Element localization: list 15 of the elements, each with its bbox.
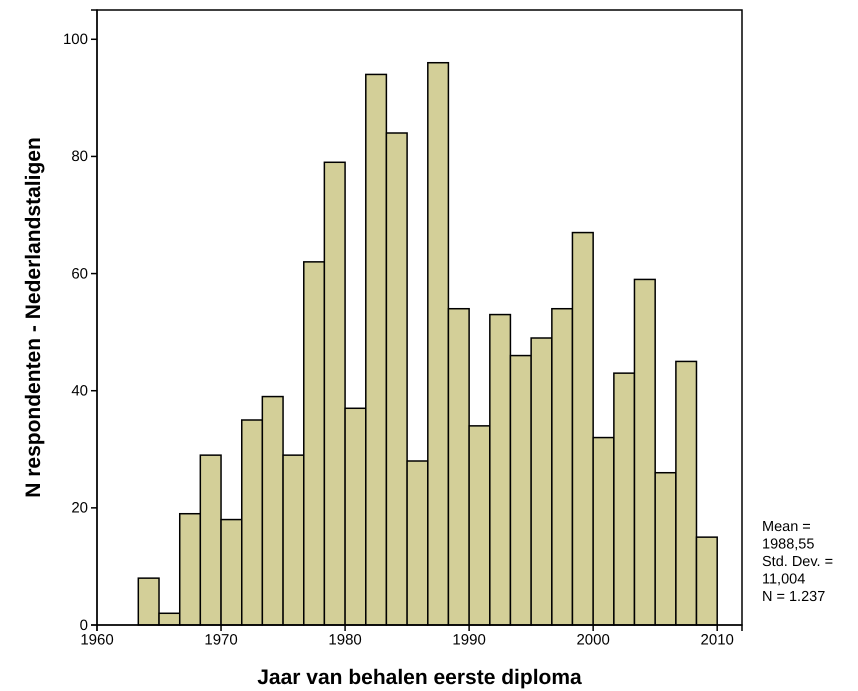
y-tick-label: 20	[71, 500, 88, 517]
y-tick-label: 80	[71, 148, 88, 166]
y-tick-label: 100	[62, 31, 88, 48]
text: Mean = 1988,55 Std. Dev. = 11,004 N = 1.237	[762, 519, 834, 605]
x-tick-label: 1990	[452, 632, 486, 649]
x-tick-label: 1980	[328, 632, 362, 649]
x-axis-title: Jaar van behalen eerste diploma	[257, 666, 582, 689]
y-tick-label: 0	[80, 616, 88, 634]
x-tick-label: 2010	[700, 632, 734, 649]
x-tick-label: 1970	[204, 632, 238, 649]
y-tick-label: 40	[71, 382, 88, 400]
x-tick-label: 2000	[576, 632, 610, 649]
y-tick-label: 60	[71, 265, 88, 282]
y-axis-title: N respondenten - Nederlandstaligen	[22, 137, 45, 498]
x-tick-label: 1960	[80, 632, 114, 649]
